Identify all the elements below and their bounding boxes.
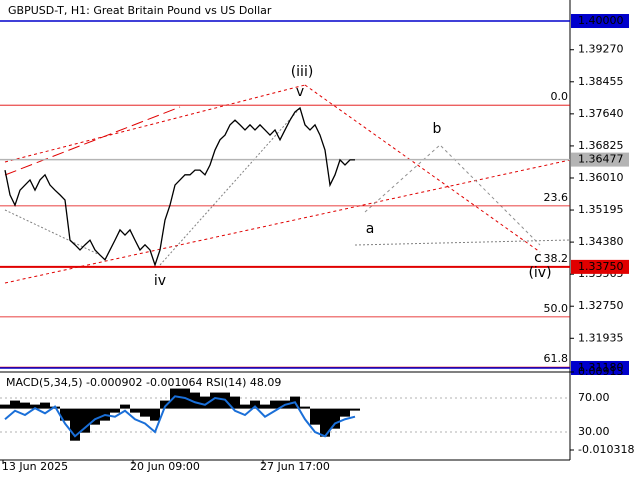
x-tick-label: 20 Jun 09:00 — [130, 460, 200, 473]
macd-bar — [170, 388, 180, 409]
fib-label: 23.6 — [544, 191, 569, 204]
price-level-label: 1.40000 — [578, 14, 624, 27]
macd-bar — [130, 408, 140, 413]
macd-bar — [330, 408, 340, 429]
price-line — [4, 106, 355, 267]
macd-bar — [310, 408, 320, 425]
wave-label: (iii) — [291, 64, 314, 80]
macd-bar — [150, 408, 160, 421]
y-tick-label: 30.00 — [578, 425, 610, 438]
wave-line — [159, 107, 301, 266]
y-tick-label: 70.00 — [578, 391, 610, 404]
y-tick-label: 1.39270 — [578, 43, 624, 56]
macd-bar — [10, 400, 20, 409]
macd-bar — [240, 404, 250, 409]
y-tick-label: 1.35195 — [578, 203, 624, 216]
macd-bar — [110, 408, 120, 413]
macd-bar — [320, 408, 330, 437]
indicator-title: MACD(5,34,5) -0.000902 -0.001064 RSI(14)… — [6, 376, 281, 389]
macd-bar — [300, 406, 310, 409]
x-tick-label: 27 Jun 17:00 — [260, 460, 330, 473]
y-tick-label: 1.34380 — [578, 235, 624, 248]
macd-bar — [20, 402, 30, 409]
macd-bar — [30, 404, 40, 409]
macd-bar — [90, 408, 100, 425]
x-tick-label: 13 Jun 2025 — [2, 460, 68, 473]
fib-label: 0.0 — [551, 90, 569, 103]
rsi-line — [4, 395, 356, 438]
y-tick-label: 1.38455 — [578, 75, 624, 88]
macd-bar — [80, 408, 90, 433]
wave-label: iv — [154, 273, 166, 289]
macd-bar — [190, 392, 200, 409]
wave-line — [304, 84, 541, 253]
wave-label: v — [296, 84, 304, 100]
y-tick-label: 1.32750 — [578, 299, 624, 312]
trend-line — [4, 106, 181, 176]
y-tick-label: 1.37640 — [578, 107, 624, 120]
fib-label: 38.2 — [544, 252, 569, 265]
price-level-box — [571, 152, 629, 167]
y-tick-label: 1.36010 — [578, 171, 624, 184]
y-tick-label: 0.00913 — [578, 365, 624, 378]
wave-label: a — [366, 221, 375, 237]
macd-bar — [340, 408, 350, 417]
macd-bar — [160, 400, 170, 409]
wave-projection — [364, 144, 541, 246]
price-level-label: 1.31180 — [578, 361, 624, 374]
macd-bar — [260, 404, 270, 409]
macd-bar — [210, 392, 220, 409]
wave-label: c — [534, 250, 542, 266]
macd-bar — [140, 408, 150, 417]
macd-bar — [250, 400, 260, 409]
y-tick-label: -0.010318 — [578, 443, 634, 456]
wave-line — [4, 209, 101, 256]
macd-bar — [60, 408, 70, 421]
chart-title: GBPUSD-T, H1: Great Britain Pound vs US … — [8, 4, 272, 17]
trend-line — [4, 84, 306, 163]
y-tick-label: 1.36825 — [578, 139, 624, 152]
macd-bar — [200, 396, 210, 409]
price-level-box — [571, 360, 629, 375]
price-level-label: 1.33750 — [578, 260, 624, 273]
macd-bar — [270, 400, 280, 409]
macd-bar — [40, 402, 50, 409]
macd-bar — [120, 404, 130, 409]
price-level-box — [571, 259, 629, 274]
price-level-box — [571, 14, 629, 29]
fib-label: 61.8 — [544, 352, 569, 365]
macd-bar — [230, 396, 240, 409]
fib-label: 50.0 — [544, 302, 569, 315]
macd-bar — [70, 408, 80, 441]
y-tick-label: 1.31935 — [578, 331, 624, 344]
wave-label: b — [433, 121, 442, 137]
wave-label: (iv) — [528, 265, 551, 281]
price-level-label: 1.36477 — [578, 153, 624, 166]
macd-bar — [0, 404, 10, 409]
macd-bar — [350, 408, 360, 411]
